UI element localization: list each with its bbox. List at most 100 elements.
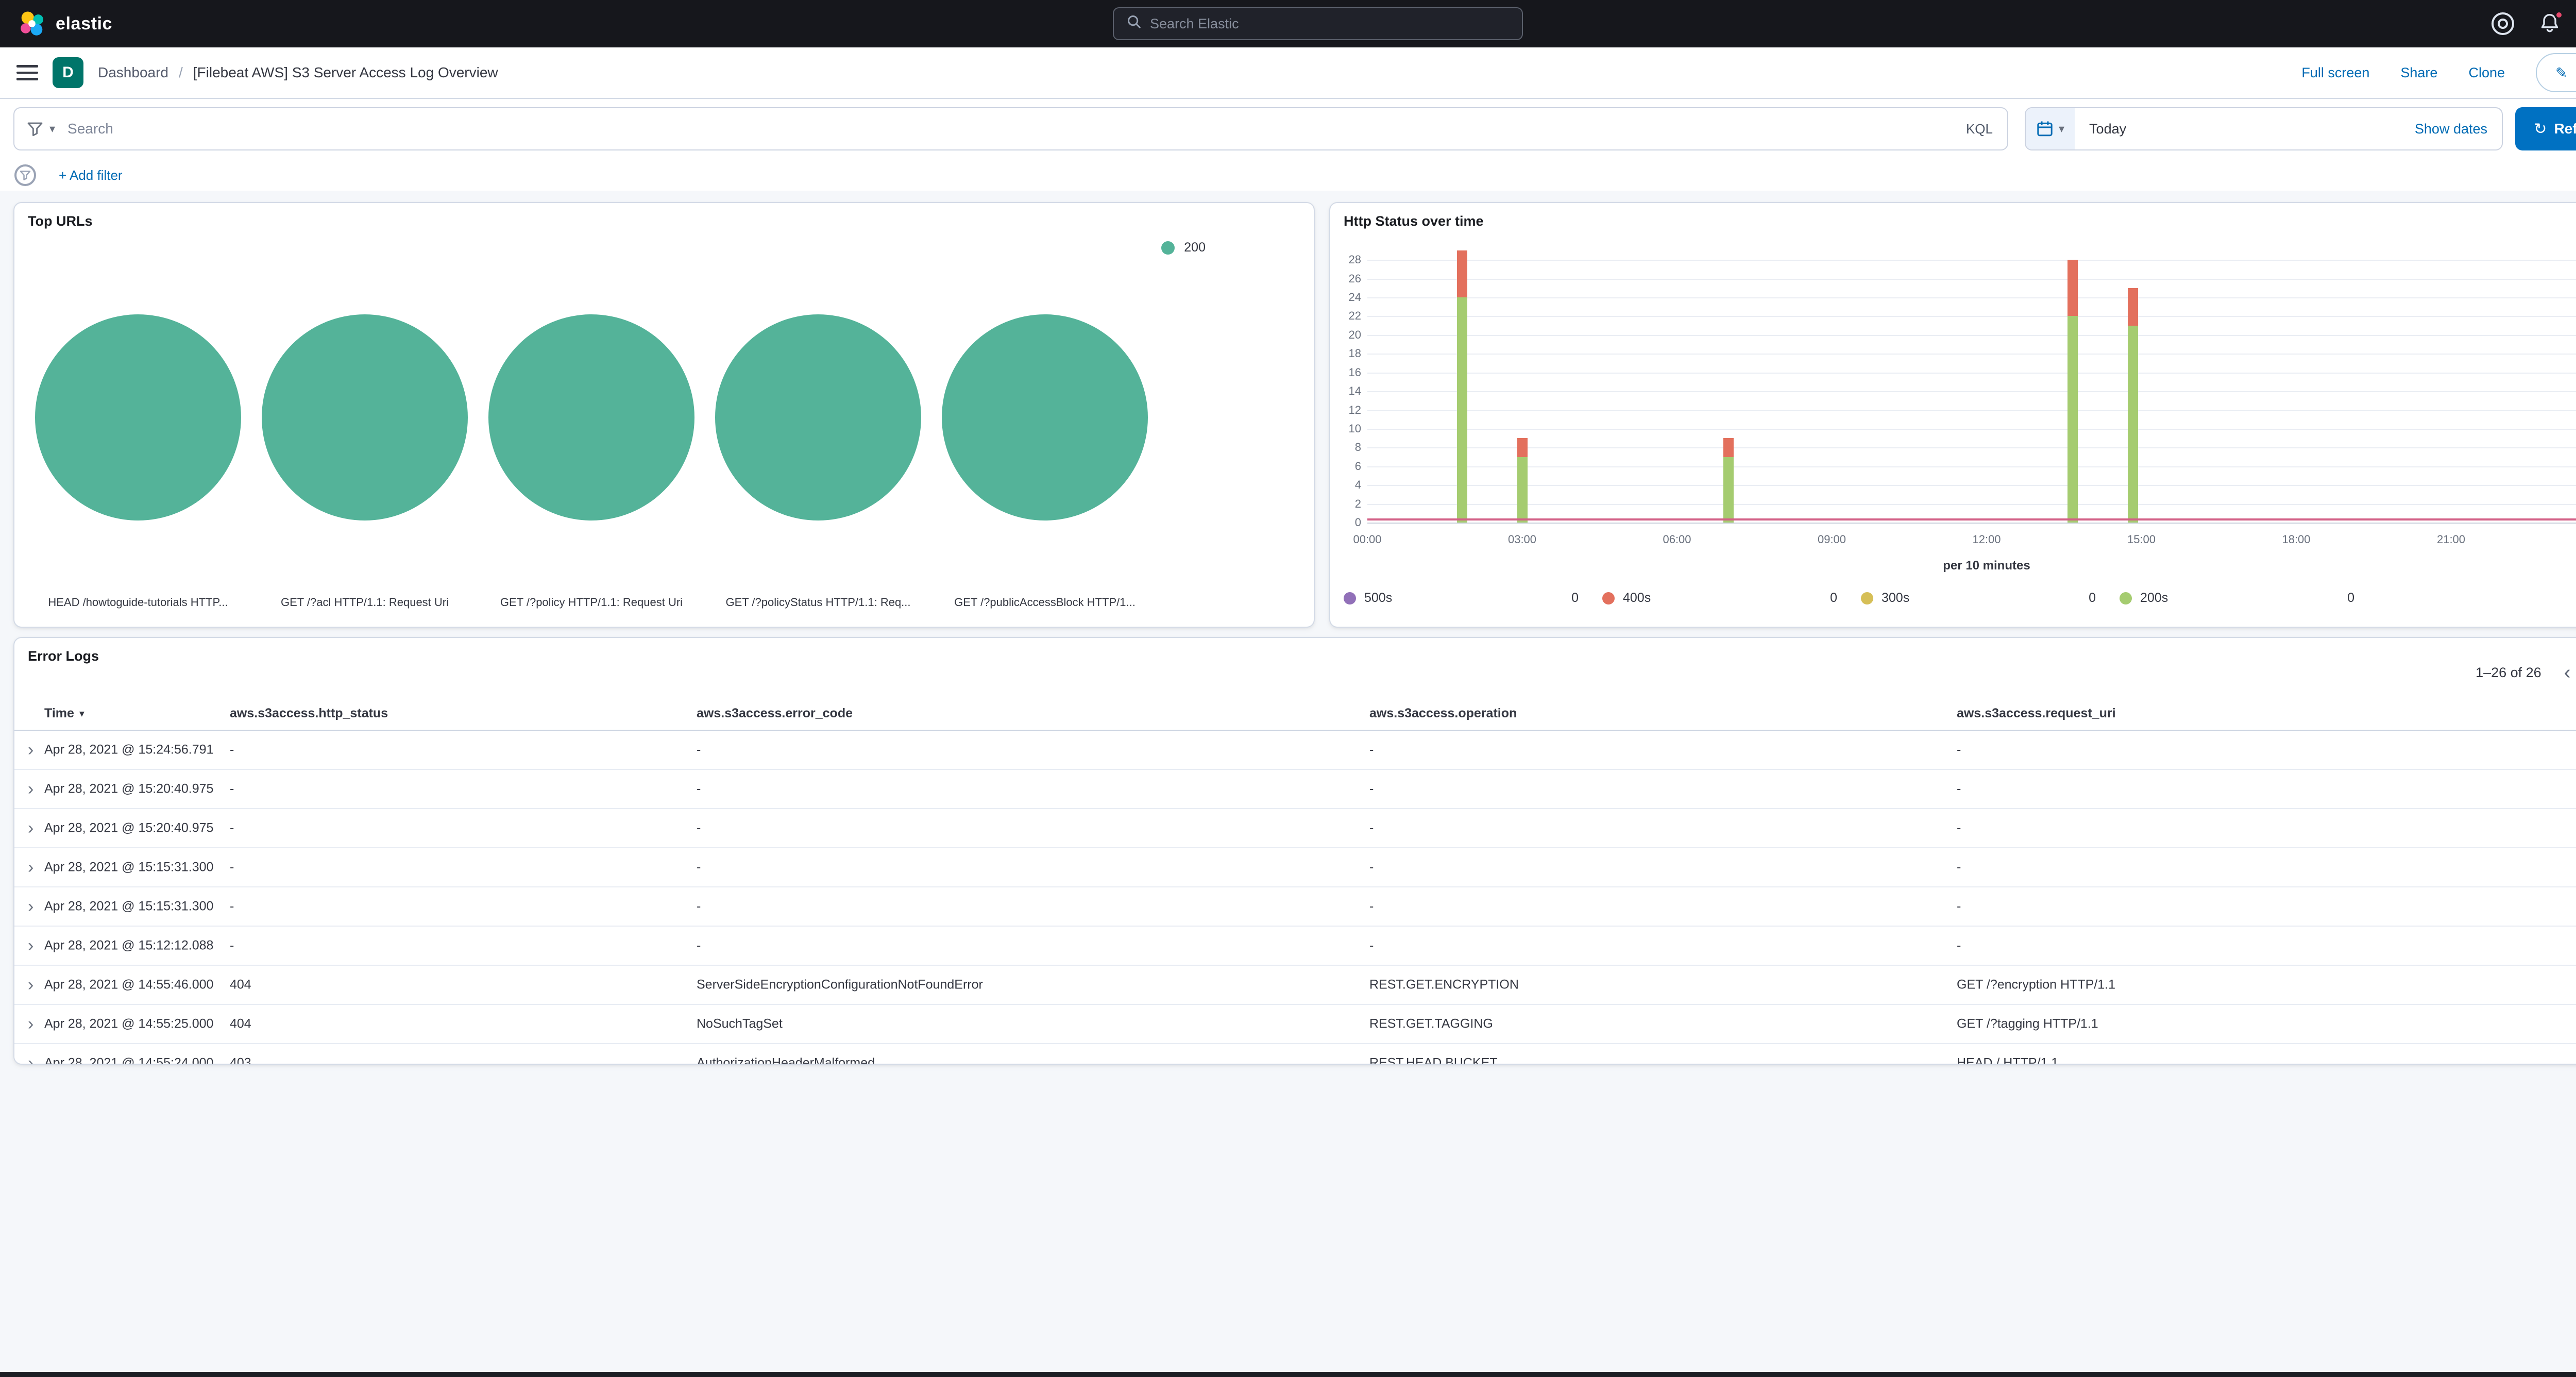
panel-title: Error Logs [28,648,99,664]
sort-desc-icon: ▾ [79,708,84,719]
navigation-bar: D Dashboard / [Filebeat AWS] S3 Server A… [0,47,2576,99]
clone-button[interactable]: Clone [2468,64,2505,80]
table-row[interactable]: › Apr 28, 2021 @ 15:20:40.975 - - - - [14,809,2576,848]
table-row[interactable]: › Apr 28, 2021 @ 14:55:25.000 404 NoSuchTag… [14,1005,2576,1044]
table-row[interactable]: › Apr 28, 2021 @ 15:20:40.975 - - - - [14,770,2576,809]
table-row[interactable]: › Apr 28, 2021 @ 15:24:56.791 - - - - [14,731,2576,770]
column-header-operation[interactable]: aws.s3access.operation [1369,706,1517,720]
pie-chart[interactable]: GET /?acl HTTP/1.1: Request Uri [251,314,478,609]
http-status-legend: 500s 0 400s 0 300s 0 200s 0 [1344,591,2354,606]
legend-item[interactable]: 200 [1161,240,1206,255]
pie-slice-200[interactable] [715,314,921,520]
global-search[interactable] [1113,7,1523,40]
table-cell: - [697,938,701,953]
help-icon[interactable] [2492,12,2514,35]
expand-row-icon[interactable]: › [28,897,34,916]
y-axis-tick-label: 0 [1354,516,1361,529]
expand-row-icon[interactable]: › [28,975,34,995]
filter-options-icon[interactable] [14,164,36,186]
share-button[interactable]: Share [2400,64,2438,80]
table-cell: - [697,781,701,796]
table-row[interactable]: › Apr 28, 2021 @ 14:55:46.000 404 ServerSid… [14,966,2576,1005]
legend-label: 200s [2140,591,2168,605]
stacked-bar[interactable] [1456,250,1467,523]
x-axis-line [1367,523,2576,524]
elastic-logo[interactable]: elastic [19,10,112,37]
table-row[interactable]: › Apr 28, 2021 @ 15:12:12.088 - - - - [14,927,2576,966]
gridline [1367,485,2576,486]
chevron-down-icon: ▾ [2059,122,2065,135]
pie-slice-200[interactable] [35,314,241,520]
query-language-button[interactable]: KQL [1965,121,1993,137]
refresh-button[interactable]: ↻ Refresh [2515,107,2576,150]
calendar-menu-button[interactable]: ▾ [2026,108,2075,149]
y-axis-tick-label: 26 [1348,272,1361,285]
legend-item[interactable]: 300s 0 [1861,591,2096,606]
table-cell: Apr 28, 2021 @ 14:55:24.000 [44,1055,214,1064]
stacked-bar[interactable] [1517,438,1528,523]
pie-chart[interactable]: GET /?policyStatus HTTP/1.1: Req... [705,314,931,609]
previous-page-icon[interactable]: ‹ [2564,662,2571,683]
pie-chart[interactable]: HEAD /howtoguide-tutorials HTTP... [25,314,251,609]
table-cell: - [230,860,234,875]
add-filter-button[interactable]: + Add filter [59,167,123,183]
x-axis-tick-label: 06:00 [1663,533,1691,546]
kql-search-input[interactable] [67,121,1952,137]
x-axis-tick-label: 12:00 [1972,533,2001,546]
pie-label: GET /?policyStatus HTTP/1.1: Req... [725,596,911,609]
table-row[interactable]: › Apr 28, 2021 @ 15:15:31.300 - - - - [14,887,2576,927]
brand-wordmark: elastic [56,13,113,33]
saved-query-menu-button[interactable]: ▾ [14,108,67,149]
table-cell: - [230,899,234,914]
table-cell: 404 [230,1016,251,1031]
table-cell: Apr 28, 2021 @ 15:20:40.975 [44,820,214,835]
edit-button[interactable]: ✎ Edit [2536,53,2576,92]
query-input[interactable]: ▾ KQL [13,107,2008,150]
bar-segment-400s [2067,260,2078,316]
breadcrumb: Dashboard / [Filebeat AWS] S3 Server Acc… [98,64,498,81]
expand-row-icon[interactable]: › [28,818,34,838]
gridline [1367,503,2576,505]
global-search-input[interactable] [1150,15,1510,32]
pencil-icon: ✎ [2555,64,2568,81]
expand-row-icon[interactable]: › [28,1014,34,1034]
notifications-bell-icon[interactable] [2539,10,2564,35]
legend-dot [1161,241,1175,255]
stacked-bar[interactable] [2067,260,2078,523]
legend-item[interactable]: 200s 0 [2120,591,2354,606]
table-row[interactable]: › Apr 28, 2021 @ 15:15:31.300 - - - - [14,848,2576,887]
legend-item[interactable]: 500s 0 [1344,591,1579,606]
expand-row-icon[interactable]: › [28,740,34,760]
column-header-time[interactable]: Time ▾ [44,706,84,721]
bar-segment-200s [1517,457,1528,523]
stacked-bar[interactable] [2127,288,2138,523]
expand-row-icon[interactable]: › [28,1053,34,1064]
table-header: Time ▾ aws.s3access.http_status aws.s3ac… [14,702,2576,731]
date-range-value[interactable]: Today [2089,121,2127,137]
pie-chart[interactable]: GET /?publicAccessBlock HTTP/1... [931,314,1158,609]
column-header-request-uri[interactable]: aws.s3access.request_uri [1957,706,2116,720]
pie-slice-200[interactable] [262,314,468,520]
full-screen-button[interactable]: Full screen [2301,64,2370,80]
pie-slice-200[interactable] [942,314,1148,520]
stacked-bar[interactable] [1723,438,1734,523]
space-avatar[interactable]: D [53,57,83,88]
pie-chart[interactable]: GET /?policy HTTP/1.1: Request Uri [478,314,705,609]
x-axis-tick-label: 03:00 [1507,533,1537,546]
expand-row-icon[interactable]: › [28,936,34,955]
window-bottom-edge [0,1372,2576,1377]
legend-item[interactable]: 400s 0 [1602,591,1837,606]
column-header-http-status[interactable]: aws.s3access.http_status [230,706,388,720]
table-cell: NoSuchTagSet [697,1016,783,1031]
expand-row-icon[interactable]: › [28,858,34,877]
show-dates-button[interactable]: Show dates [2414,121,2487,137]
expand-row-icon[interactable]: › [28,779,34,799]
menu-icon[interactable] [16,64,38,81]
breadcrumb-dashboard[interactable]: Dashboard [98,64,168,80]
table-row[interactable]: › Apr 28, 2021 @ 14:55:24.000 403 Authoriza… [14,1044,2576,1064]
column-header-error-code[interactable]: aws.s3access.error_code [697,706,853,720]
table-cell: Apr 28, 2021 @ 15:24:56.791 [44,742,214,757]
pie-slice-200[interactable] [488,314,694,520]
